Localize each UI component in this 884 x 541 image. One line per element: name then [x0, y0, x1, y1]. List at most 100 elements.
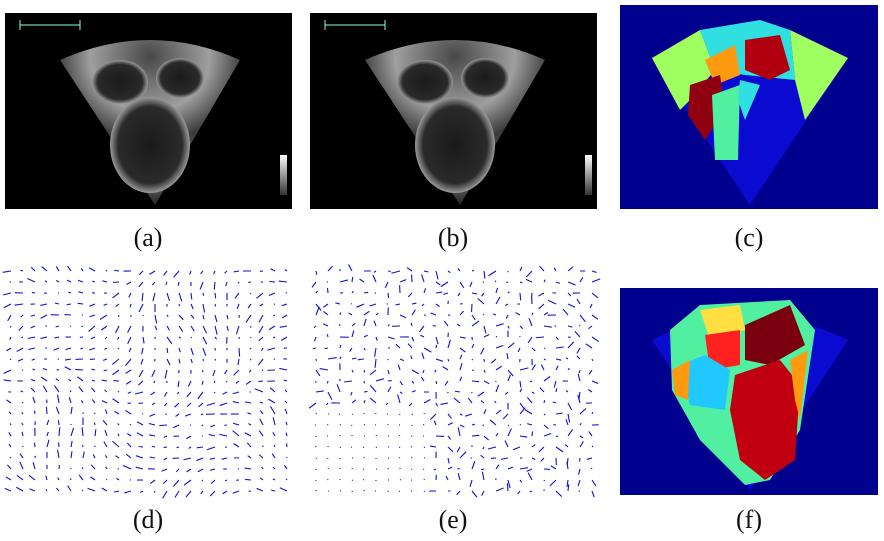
- flow-vector: [9, 325, 12, 328]
- flow-vector: [399, 391, 403, 395]
- flow-vector: [199, 281, 204, 290]
- flow-vector: [45, 406, 48, 415]
- flow-vector: [350, 391, 353, 396]
- flow-vector: [527, 423, 533, 426]
- flow-vector: [138, 270, 144, 275]
- flow-vector: [41, 266, 48, 272]
- flow-vector: [124, 490, 132, 494]
- flow-vector: [20, 390, 24, 393]
- flow-vector: [163, 446, 168, 449]
- flow-vector: [104, 454, 108, 459]
- flow-vector: [129, 423, 132, 426]
- flow-vector: [104, 429, 108, 437]
- flow-vector: [19, 461, 24, 470]
- flow-vector: [54, 336, 60, 339]
- flow-vector: [138, 281, 144, 288]
- flow-vector: [30, 387, 36, 393]
- flow-vector: [32, 462, 36, 470]
- flow-vector: [31, 291, 36, 294]
- flow-vector: [531, 431, 534, 437]
- flow-vector: [174, 402, 180, 408]
- flow-vector: [363, 369, 366, 373]
- flow-vector: [69, 325, 72, 328]
- flow-vector: [135, 455, 144, 459]
- flow-vector: [423, 490, 426, 493]
- flow-vector: [259, 410, 264, 415]
- flow-vector: [567, 428, 574, 437]
- flow-vector: [46, 431, 49, 437]
- flow-vector: [399, 380, 403, 386]
- flow-vector: [398, 456, 401, 459]
- flow-vector: [495, 296, 501, 305]
- flow-vector: [273, 314, 276, 317]
- flow-vector: [149, 456, 156, 459]
- flow-vector: [387, 467, 389, 470]
- flow-vector: [210, 468, 216, 471]
- flow-vector: [528, 317, 533, 327]
- flow-vector: [495, 287, 499, 294]
- flow-vector: [2, 270, 12, 273]
- flow-vector: [163, 435, 168, 438]
- flow-vector: [505, 303, 509, 306]
- flow-vector: [531, 347, 536, 352]
- flow-vector: [410, 435, 413, 438]
- flow-vector: [519, 266, 523, 272]
- flow-vector: [410, 468, 413, 471]
- flow-vector: [254, 388, 264, 393]
- flow-vector: [237, 281, 240, 284]
- flow-vector: [267, 347, 276, 351]
- flow-vector: [70, 406, 73, 415]
- flow-vector: [519, 402, 525, 409]
- flow-vector: [77, 302, 84, 305]
- flow-vector: [113, 490, 120, 493]
- flow-vector: [512, 446, 521, 451]
- flow-vector: [91, 387, 96, 393]
- flow-vector: [576, 298, 581, 305]
- flow-vector: [89, 303, 96, 307]
- flow-vector: [471, 269, 475, 272]
- flow-vector: [7, 314, 12, 322]
- flow-vector: [408, 402, 413, 407]
- flow-vector: [280, 336, 288, 341]
- flow-vector: [422, 423, 425, 426]
- flow-vector: [214, 303, 217, 307]
- flow-vector: [435, 336, 439, 345]
- flow-vector: [519, 479, 523, 483]
- flow-vector: [398, 446, 401, 449]
- flow-vector: [315, 457, 318, 460]
- flow-vector: [186, 391, 192, 398]
- flow-vector: [178, 303, 181, 307]
- flow-vector: [553, 267, 557, 272]
- flow-vector: [78, 386, 84, 393]
- flow-vector: [81, 489, 84, 492]
- flow-vector: [248, 369, 252, 373]
- flow-vector: [159, 424, 168, 427]
- flow-vector: [125, 409, 132, 415]
- flow-vector: [174, 490, 180, 498]
- flow-vector: [471, 358, 474, 361]
- flow-vector: [200, 490, 204, 495]
- flow-vector: [112, 440, 120, 448]
- flow-vector: [447, 457, 450, 464]
- flow-vector: [69, 478, 72, 481]
- flow-vector: [363, 310, 370, 316]
- flow-vector: [440, 281, 449, 288]
- flow-vector: [387, 324, 390, 327]
- flow-vector: [429, 413, 437, 420]
- flow-vector: [327, 391, 333, 401]
- flow-vector: [579, 408, 587, 415]
- flow-vector: [590, 467, 593, 470]
- flow-vector: [268, 398, 276, 404]
- flow-vector: [149, 479, 156, 485]
- flow-vector: [339, 279, 349, 283]
- flow-vector: [281, 303, 288, 307]
- flow-vector: [214, 292, 217, 299]
- flow-vector: [40, 303, 48, 306]
- flow-vector: [256, 487, 264, 492]
- flow-vector: [552, 401, 557, 404]
- flow-vector: [55, 406, 60, 415]
- flow-vector: [434, 369, 437, 373]
- flow-vector: [127, 336, 132, 345]
- flow-vector: [166, 325, 170, 331]
- flow-vector: [153, 490, 156, 493]
